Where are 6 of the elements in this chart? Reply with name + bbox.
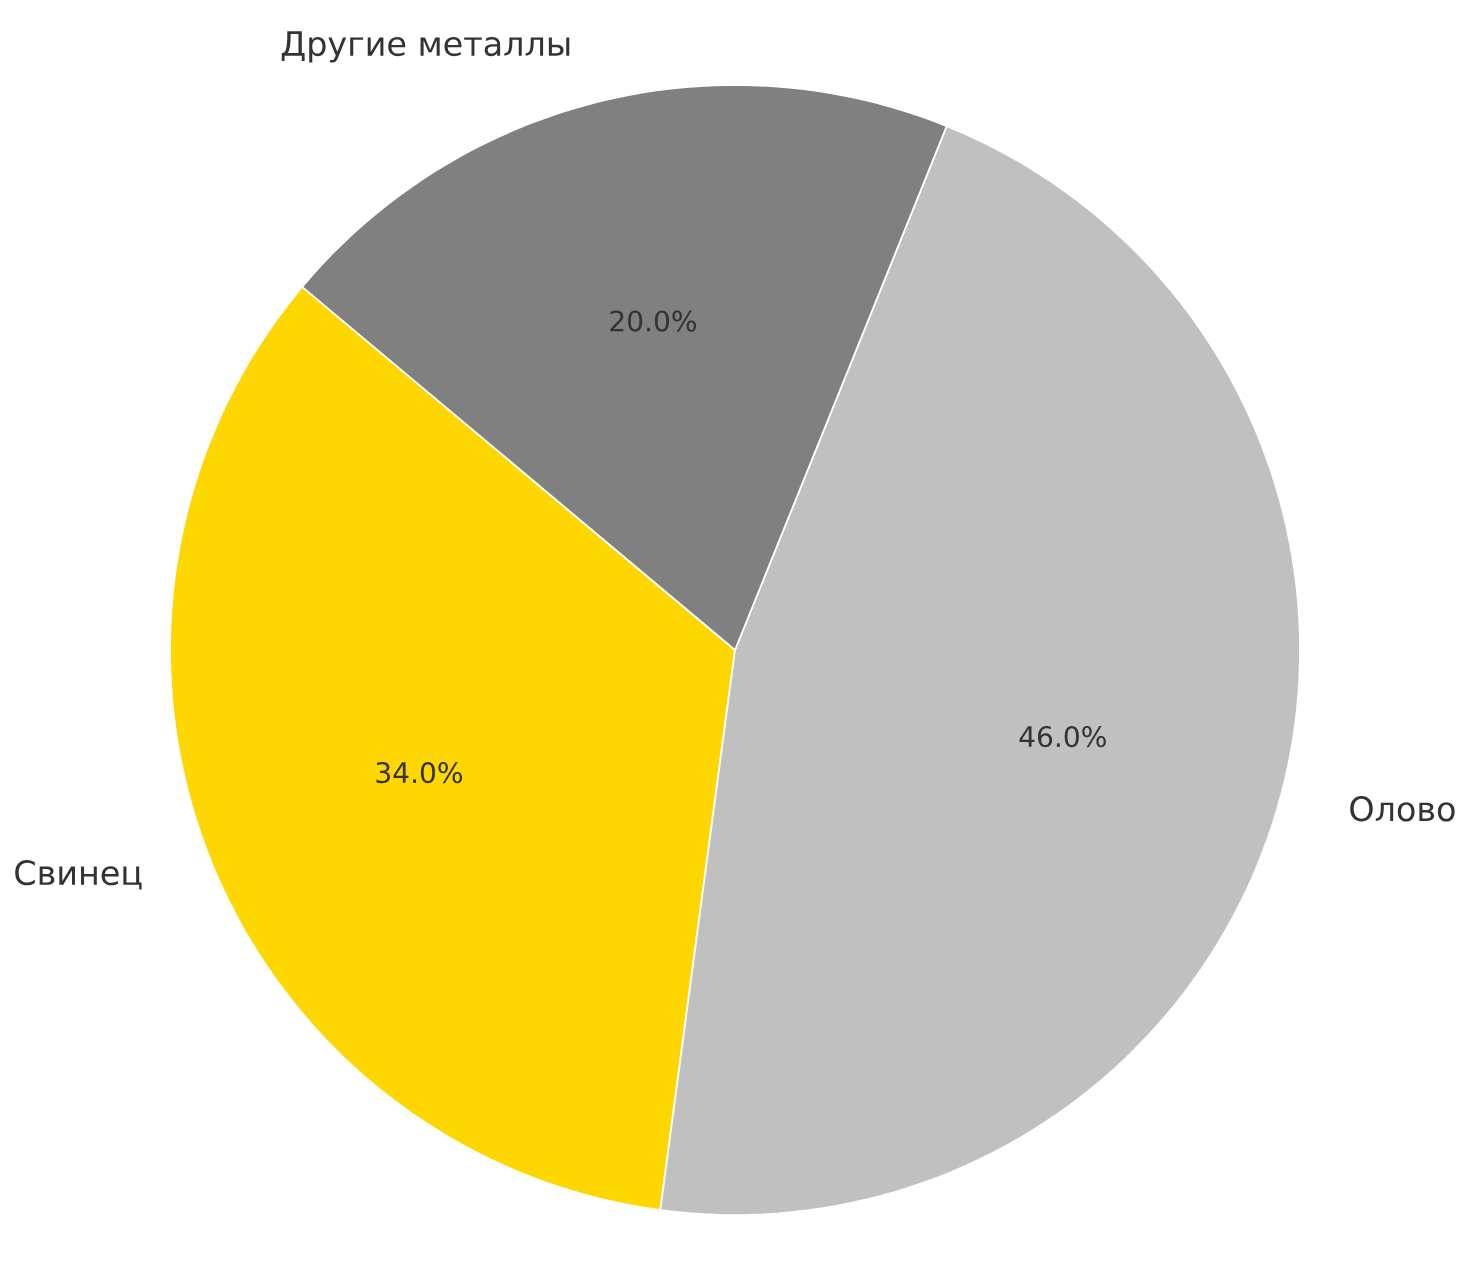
data-label: 34.0% (376, 761, 463, 784)
slice-label: Другие металлы (281, 31, 570, 63)
slice-label: Олово (1350, 796, 1455, 822)
data-label: 46.0% (1019, 725, 1106, 748)
slice-label: Свинец (15, 860, 142, 890)
data-label: 20.0% (610, 310, 697, 332)
